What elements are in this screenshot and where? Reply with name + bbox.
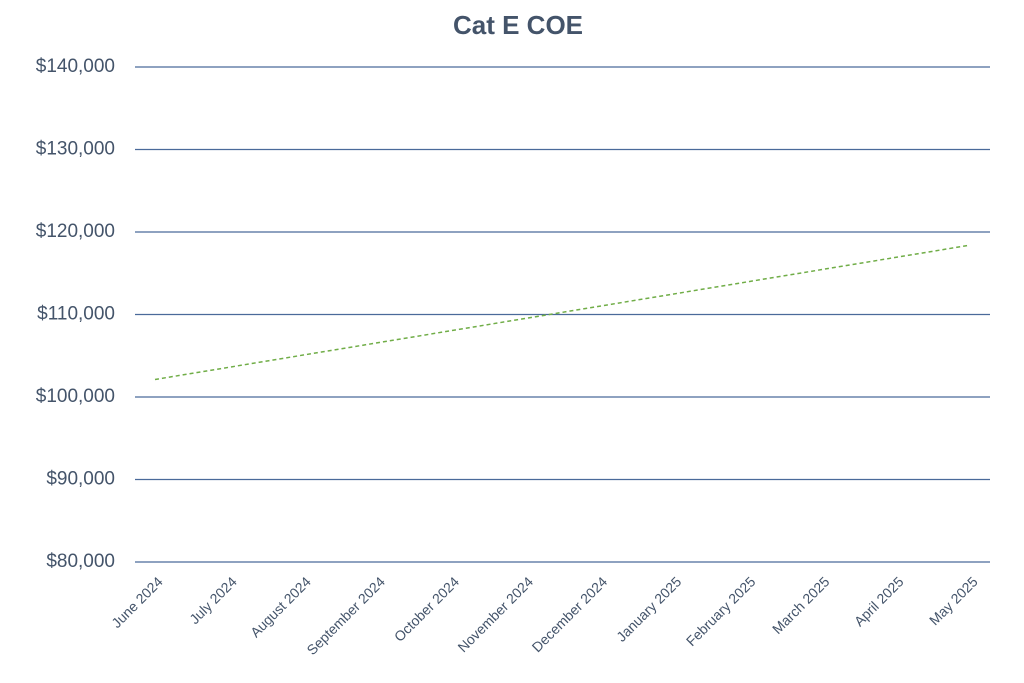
- y-tick-label: $130,000: [36, 139, 115, 160]
- y-tick-label: $120,000: [36, 221, 115, 242]
- x-tick-label: January 2025: [613, 573, 684, 644]
- x-tick-label: November 2024: [454, 573, 536, 655]
- y-tick-label: $100,000: [36, 386, 115, 407]
- x-tick-label: December 2024: [529, 573, 611, 655]
- x-tick-label: October 2024: [391, 573, 462, 644]
- x-tick-label: September 2024: [303, 573, 388, 658]
- x-tick-label: February 2025: [683, 573, 759, 649]
- x-tick-label: March 2025: [769, 573, 833, 637]
- x-tick-label: May 2025: [926, 573, 981, 628]
- x-tick-label: August 2024: [247, 573, 314, 640]
- y-tick-label: $90,000: [46, 469, 115, 490]
- chart-title: Cat E COE: [453, 10, 583, 40]
- x-tick-label: July 2024: [186, 573, 240, 627]
- y-tick-label: $80,000: [46, 551, 115, 572]
- y-tick-label: $140,000: [36, 56, 115, 77]
- trendline: [154, 244, 971, 381]
- y-tick-label: $110,000: [37, 304, 115, 325]
- x-tick-label: June 2024: [108, 573, 166, 631]
- x-tick-label: April 2025: [851, 573, 907, 629]
